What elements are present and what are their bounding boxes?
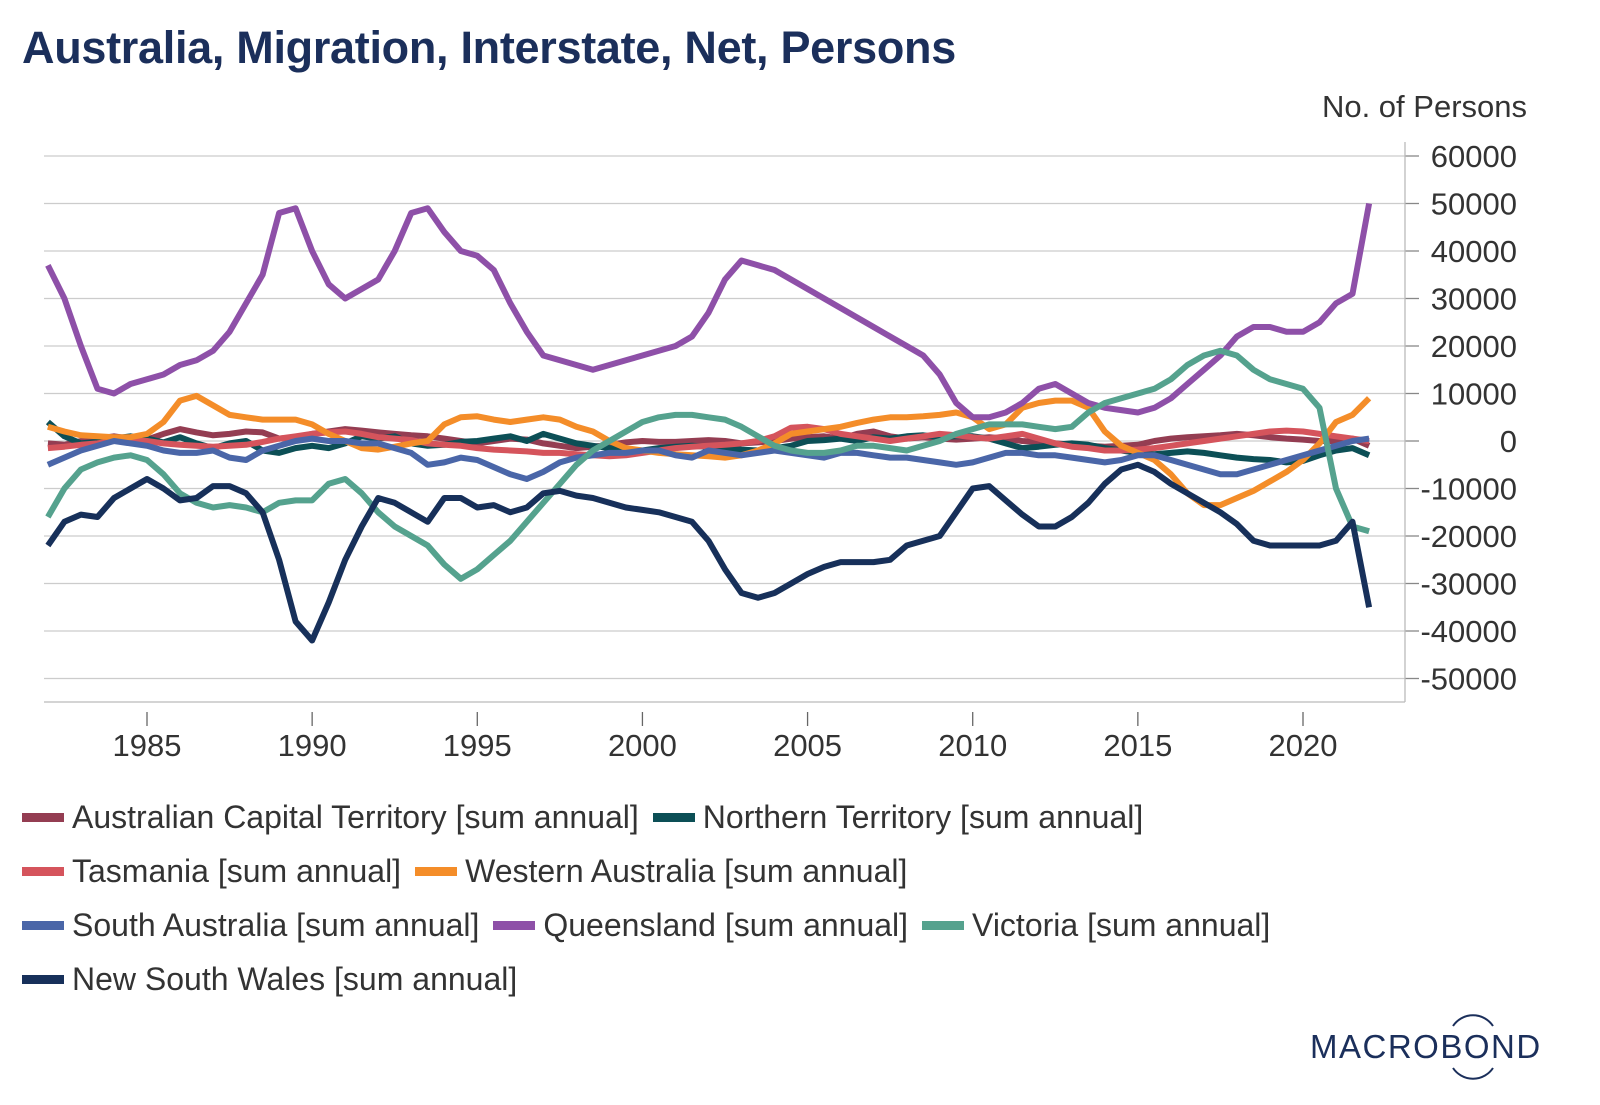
y-tick-label: 50000 — [1431, 187, 1517, 222]
y-axis-unit-label: No. of Persons — [1322, 89, 1527, 124]
series-line-7 — [45, 347, 1370, 582]
y-tick-label: 0 — [1500, 424, 1517, 459]
logo-arc-top — [1452, 1014, 1494, 1027]
legend-row: South Australia [sum annual] Queensland … — [22, 898, 1522, 952]
series-line-1 — [47, 426, 1371, 452]
x-tick-label: 1995 — [443, 728, 512, 763]
legend-label: New South Wales [sum annual] — [72, 960, 518, 997]
legend-swatch — [22, 974, 64, 984]
y-tick-label: -50000 — [1420, 662, 1517, 697]
y-tick-label: 10000 — [1431, 377, 1517, 412]
legend-label: Queensland [sum annual] — [543, 906, 909, 943]
legend-item-tas[interactable]: Tasmania [sum annual] — [22, 853, 401, 890]
y-tick-label: -20000 — [1420, 519, 1517, 554]
legend-item-nsw[interactable]: New South Wales [sum annual] — [22, 961, 517, 998]
y-tick-label: -40000 — [1420, 614, 1517, 649]
y-tick-label: -30000 — [1420, 567, 1517, 602]
series-line-6 — [45, 202, 1373, 421]
legend-item-nt[interactable]: Northern Territory [sum annual] — [652, 798, 1144, 836]
legend-swatch — [415, 866, 458, 876]
legend-label: Western Australia [sum annual] — [465, 852, 908, 889]
x-tick-label: 2015 — [1103, 728, 1172, 763]
series-line-5 — [46, 435, 1370, 482]
logo-text: MACROBOND — [1310, 1028, 1542, 1065]
legend-item-act[interactable]: Australian Capital Territory [sum annual… — [22, 799, 639, 836]
legend-swatch — [493, 920, 536, 930]
y-tick-label: 20000 — [1431, 329, 1517, 364]
logo-arc-bottom — [1452, 1067, 1494, 1080]
y-tick-label: 30000 — [1431, 282, 1517, 317]
legend-label: Tasmania [sum annual] — [72, 852, 402, 889]
macrobond-logo: MACROBOND — [1310, 1014, 1542, 1080]
y-tick-label: -10000 — [1420, 472, 1517, 507]
legend-label: Northern Territory [sum annual] — [702, 798, 1144, 835]
legend-item-sa[interactable]: South Australia [sum annual] — [22, 907, 479, 944]
legend-label: Victoria [sum annual] — [972, 906, 1271, 943]
series-lines — [45, 202, 1373, 644]
legend-item-qld[interactable]: Queensland [sum annual] — [493, 907, 908, 944]
legend-row: New South Wales [sum annual] — [22, 952, 1522, 1006]
y-tick-label: 40000 — [1431, 234, 1517, 269]
chart-plot: 60000 50000 40000 30000 20000 10000 0 -10000 -20… — [44, 89, 1527, 763]
x-tick-label: 2010 — [938, 728, 1007, 763]
legend-swatch — [652, 812, 695, 822]
legend-row: Tasmania [sum annual] Western Australia … — [22, 844, 1522, 898]
x-tick-label: 1985 — [113, 728, 182, 763]
x-tick-label: 2000 — [608, 728, 677, 763]
x-tick-label: 2005 — [773, 728, 842, 763]
legend-label: Australian Capital Territory [sum annual… — [72, 798, 639, 835]
legend-swatch — [22, 866, 64, 876]
legend-label: South Australia [sum annual] — [72, 906, 480, 943]
legend-swatch — [22, 812, 64, 822]
legend: Australian Capital Territory [sum annual… — [22, 790, 1522, 1006]
x-tick-label: 1990 — [278, 728, 347, 763]
axes: 60000 50000 40000 30000 20000 10000 0 -10000 -20… — [44, 139, 1517, 763]
series-line-3 — [47, 423, 1370, 460]
chart-title: Australia, Migration, Interstate, Net, P… — [22, 22, 956, 73]
legend-swatch — [22, 920, 64, 930]
x-tick-label: 2020 — [1269, 728, 1338, 763]
legend-row: Australian Capital Territory [sum annual… — [22, 790, 1522, 844]
legend-item-vic[interactable]: Victoria [sum annual] — [922, 907, 1270, 944]
legend-swatch — [922, 920, 965, 930]
legend-item-wa[interactable]: Western Australia [sum annual] — [415, 853, 907, 890]
series-line-8 — [45, 461, 1373, 644]
y-tick-label: 60000 — [1431, 139, 1517, 174]
